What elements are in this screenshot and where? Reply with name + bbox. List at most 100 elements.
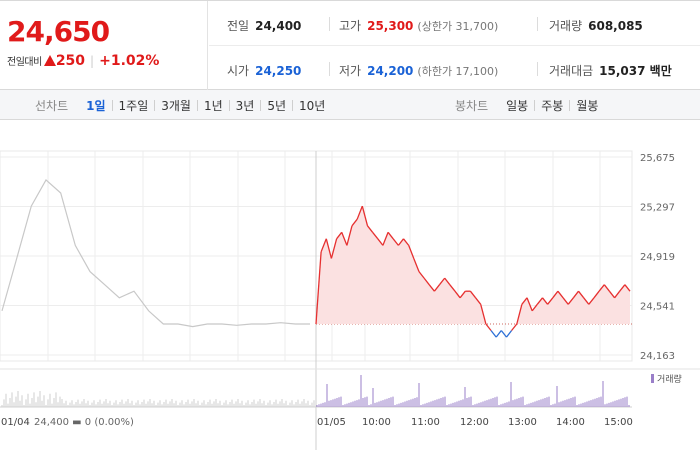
x-tick-label: 13:00 xyxy=(508,417,537,428)
tab-divider xyxy=(111,99,113,111)
up-segment xyxy=(475,297,482,305)
up-segment xyxy=(547,297,554,305)
stat-value: 24,400 xyxy=(255,19,302,33)
up-segment xyxy=(557,290,564,299)
lower-limit: (하한가 17,100) xyxy=(417,65,499,78)
up-segment xyxy=(624,284,631,292)
up-segment xyxy=(372,231,379,240)
up-segment xyxy=(567,297,574,305)
up-segment xyxy=(413,258,420,272)
tab-divider xyxy=(260,99,262,111)
tab-line-period-4[interactable]: 3년 xyxy=(235,98,255,113)
up-segment xyxy=(397,238,405,246)
tab-line-period-2[interactable]: 3개월 xyxy=(161,98,191,113)
up-segment xyxy=(480,304,487,325)
up-segment xyxy=(459,290,466,299)
y-tick-label: 24,541 xyxy=(640,302,675,313)
divider xyxy=(537,62,538,76)
price-box: 24,650 전일대비 250 | +1.02% xyxy=(0,1,208,90)
up-segment xyxy=(402,238,410,246)
up-segment xyxy=(377,238,384,246)
up-segment xyxy=(485,323,492,331)
up-segment xyxy=(526,297,533,312)
up-segment xyxy=(588,297,595,305)
up-segment xyxy=(428,284,435,292)
up-segment xyxy=(320,238,327,253)
up-segment xyxy=(608,290,616,299)
volume-legend-label: 거래량 xyxy=(657,373,682,385)
stat-turnover: 거래대금 15,037 백만 xyxy=(549,62,672,79)
candle-chart-label: 봉차트 xyxy=(455,98,489,113)
up-segment xyxy=(330,238,338,259)
tab-divider xyxy=(228,99,230,111)
divider xyxy=(329,17,330,31)
up-segment xyxy=(454,290,461,299)
tab-line-period-5[interactable]: 5년 xyxy=(267,98,287,113)
stat-label: 전일 xyxy=(227,19,250,33)
tab-line-period-0[interactable]: 1일 xyxy=(86,98,106,113)
y-tick-label: 24,919 xyxy=(640,252,675,263)
x-tick-label: 01/04 xyxy=(1,417,30,428)
stat-label: 시가 xyxy=(227,64,250,78)
tab-divider xyxy=(569,99,571,111)
up-segment xyxy=(438,277,446,286)
stat-value: 24,200 xyxy=(367,64,414,78)
tab-line-period-6[interactable]: 10년 xyxy=(299,98,326,113)
price-chart: 25,675 25,297 24,919 24,541 24,163 거래량 01/04 01… xyxy=(0,121,700,450)
stat-high: 고가 25,300 (상한가 31,700) xyxy=(339,17,498,34)
quote-summary: 24,650 전일대비 250 | +1.02% 전일 24,400 고가 25,300(… xyxy=(0,0,700,90)
tab-line-period-1[interactable]: 1주일 xyxy=(118,98,149,113)
up-segment xyxy=(392,238,399,246)
stat-label: 저가 xyxy=(339,64,362,78)
x-tick-label: 01/05 xyxy=(317,417,346,428)
current-price: 24,650 xyxy=(7,15,110,48)
stats-panel: 전일 24,400 고가 25,300 (상한가 31,700) 거래량 608,085… xyxy=(209,1,700,90)
change-row: 전일대비 250 | +1.02% xyxy=(7,53,159,69)
up-segment xyxy=(387,231,394,240)
tab-divider xyxy=(196,99,198,111)
tab-candle-period-1[interactable]: 주봉 xyxy=(541,98,564,113)
up-segment xyxy=(536,297,544,305)
stat-prev-close: 전일 24,400 xyxy=(227,17,301,34)
divider xyxy=(329,62,330,76)
up-segment xyxy=(351,218,358,227)
up-segment xyxy=(423,277,430,286)
tab-line-period-3[interactable]: 1년 xyxy=(203,98,223,113)
tab-candle-period-2[interactable]: 월봉 xyxy=(576,98,599,113)
up-arrow-icon xyxy=(43,55,56,66)
y-tick-label: 25,297 xyxy=(640,203,675,214)
up-segment xyxy=(325,238,333,259)
up-segment xyxy=(593,290,600,299)
up-segment xyxy=(449,284,456,292)
up-segment xyxy=(433,284,441,292)
row-divider xyxy=(209,45,700,46)
down-segment xyxy=(495,330,502,338)
up-segment xyxy=(341,232,348,246)
up-segment xyxy=(614,290,621,299)
line-chart-label: 선차트 xyxy=(35,98,69,113)
up-segment xyxy=(315,251,322,325)
up-segment xyxy=(444,277,451,286)
stat-low: 저가 24,200 (하한가 17,100) xyxy=(339,62,498,79)
prev-day-line xyxy=(1,178,310,328)
stat-label: 거래량 xyxy=(549,19,583,33)
up-segment xyxy=(619,284,626,292)
up-segment xyxy=(511,323,518,331)
up-segment xyxy=(598,284,605,292)
tab-candle-period-0[interactable]: 일봉 xyxy=(506,98,529,113)
line-chart-tabs: 선차트 1일 1주일 3개월 1년 3년 5년 10년 xyxy=(35,90,331,120)
x-tick-label: 12:00 xyxy=(460,417,489,428)
divider: | xyxy=(90,54,95,68)
chart-canvas: 25,675 25,297 24,919 24,541 24,163 거래량 01/04 01… xyxy=(0,150,700,450)
upper-limit: (상한가 31,700) xyxy=(417,20,499,33)
up-segment xyxy=(531,303,538,312)
prev-day-caption: 24,400 ▬ 0 (0.00%) xyxy=(34,417,134,428)
up-segment xyxy=(577,290,585,299)
stat-value: 24,250 xyxy=(255,64,302,78)
down-segment xyxy=(500,330,508,338)
divider xyxy=(537,17,538,31)
stat-volume: 거래량 608,085 xyxy=(549,17,643,34)
change-amount: 250 xyxy=(55,53,86,69)
period-tabs: 선차트 1일 1주일 3개월 1년 3년 5년 10년 봉차트 일봉 주봉 월봉 xyxy=(0,90,700,120)
tab-divider xyxy=(534,99,536,111)
